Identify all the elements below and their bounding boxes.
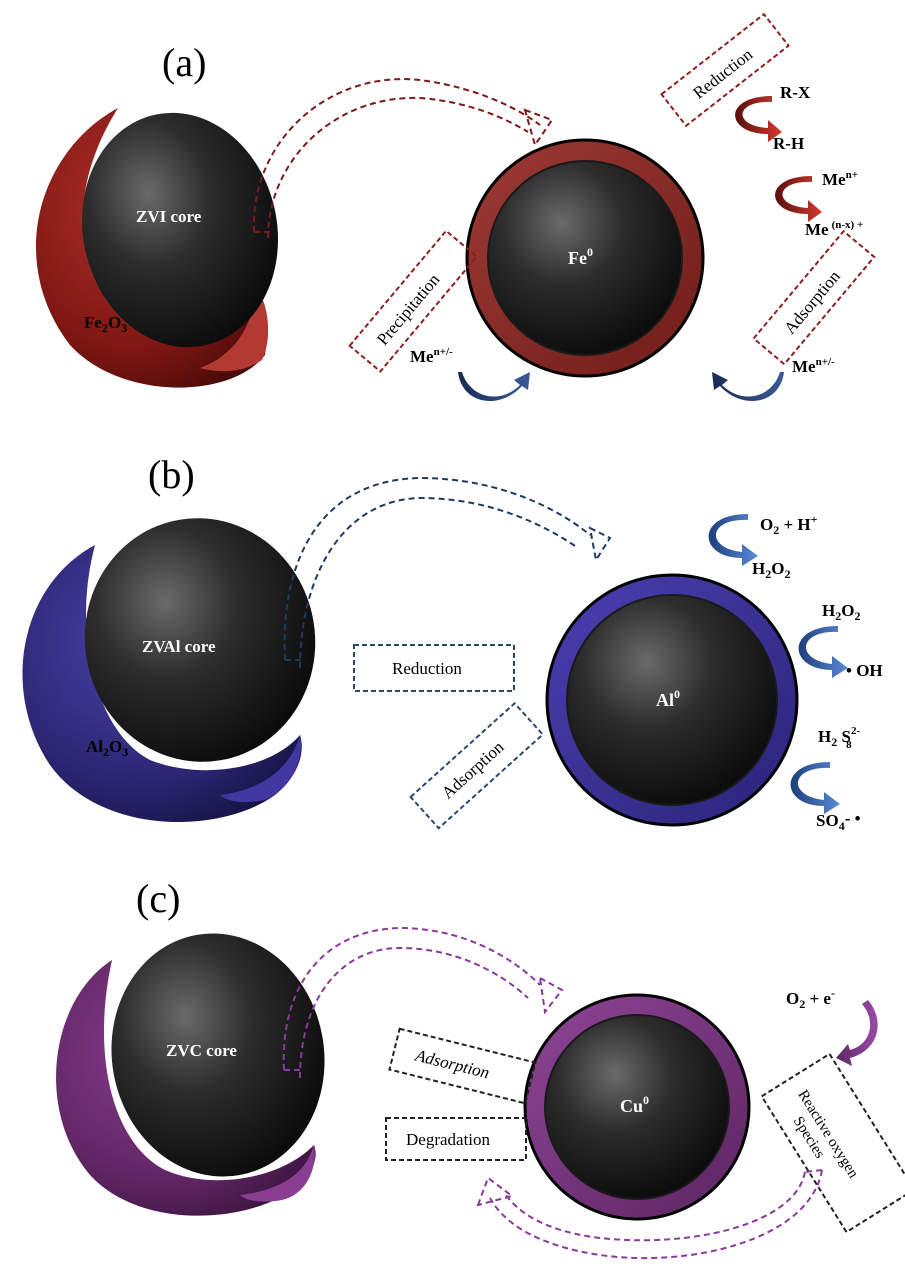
- me-out-label: Me (n-x) +: [805, 219, 863, 239]
- box-adsorption-c: Adsorption: [388, 1027, 537, 1105]
- box-reduction-b-label: Reduction: [392, 659, 462, 678]
- h2o2-curl-arrow: [798, 626, 848, 678]
- zvc-shell-rim: [240, 1145, 315, 1202]
- h2s-curl-arrow: [790, 762, 840, 814]
- panel-c-label: (c): [136, 876, 180, 921]
- zvc-core-label: ZVC core: [166, 1041, 237, 1060]
- me-left-curl-arrow: [458, 372, 530, 401]
- h2s-label: H2 S2-8: [818, 725, 860, 751]
- cu0-label: Cu0: [620, 1093, 649, 1116]
- panel-a: (a) ZVI core Fe2O3 Fe0 Reduction: [36, 12, 876, 401]
- transform-arrow-c: [282, 926, 564, 1079]
- zval-core: [84, 518, 316, 762]
- fe2o3-label: Fe2O3: [84, 313, 127, 335]
- h2o2-out-label: H2O2: [752, 559, 790, 581]
- return-arrow-c: [476, 1169, 823, 1260]
- o2-e-label: O2 + e-: [786, 986, 835, 1011]
- box-adsorption-b: Adsorption: [409, 701, 545, 830]
- zvc-shell: [56, 960, 316, 1216]
- rx-out-label: R-H: [773, 134, 804, 153]
- me-right-label: Men+/-: [792, 356, 835, 376]
- box-degradation-label: Degradation: [406, 1130, 491, 1149]
- box-reduction-b: Reduction: [353, 644, 515, 692]
- al0-core: [566, 594, 778, 806]
- al0-particle: Al0: [545, 573, 799, 827]
- box-adsorption-a: Adsorption: [752, 229, 876, 366]
- box-adsorption-b-label: Adsorption: [438, 737, 508, 803]
- zvc-core: [111, 933, 325, 1177]
- panel-b-label: (b): [148, 452, 195, 497]
- h2o2-in-label: H2O2: [822, 601, 860, 623]
- me-right-curl-arrow: [712, 372, 784, 401]
- rx-in-label: R-X: [780, 83, 811, 102]
- zval-cutaway-sphere: ZVAl core Al2O3: [22, 518, 316, 823]
- fe2o3-shell: [36, 108, 267, 388]
- me-left-label: Men+/-: [410, 346, 453, 366]
- rx-curl-arrow: [735, 96, 782, 142]
- zvc-cutaway-sphere: ZVC core: [56, 933, 325, 1216]
- box-reduction-a: Reduction: [660, 12, 790, 128]
- zvi-cutaway-sphere: ZVI core Fe2O3: [36, 108, 279, 388]
- zvi-core-label: ZVI core: [136, 207, 202, 226]
- box-degradation: Degradation: [385, 1117, 527, 1161]
- zvi-core: [81, 112, 279, 348]
- o2-h-label: O2 + H+: [760, 512, 818, 537]
- cu0-particle: Cu0: [523, 993, 751, 1221]
- fe0-core: [487, 160, 683, 356]
- zval-core-label: ZVAl core: [142, 637, 216, 656]
- so4-label: SO4- •: [816, 809, 861, 833]
- panel-a-label: (a): [162, 40, 206, 85]
- o2-e-curl-arrow: [836, 1000, 878, 1066]
- fe2o3-shell-rim: [200, 285, 269, 372]
- o2-curl-arrow: [708, 514, 758, 566]
- fe0-particle: Fe0: [465, 138, 705, 378]
- panel-b: (b) ZVAl core Al2O3 Al0 Reduction Adsorp…: [22, 452, 883, 833]
- transform-arrow-a: [252, 78, 554, 239]
- box-reduction-a-label: Reduction: [689, 44, 756, 102]
- al2o3-shell-rim: [220, 735, 301, 803]
- cu0-core: [544, 1014, 730, 1200]
- fe0-label: Fe0: [568, 245, 593, 268]
- box-adsorption-a-label: Adsorption: [780, 267, 844, 338]
- al2o3-label: Al2O3: [86, 737, 128, 759]
- me-curl-arrow: [775, 176, 822, 222]
- me-in-label: Men+: [822, 169, 858, 189]
- transform-arrow-b: [283, 476, 612, 669]
- al2o3-shell: [22, 545, 302, 823]
- al0-label: Al0: [656, 687, 680, 710]
- panel-c: (c) ZVC core Cu0 Adsorption Degradation: [56, 876, 905, 1260]
- box-adsorption-c-label: Adsorption: [413, 1045, 492, 1082]
- oh-label: • OH: [846, 661, 883, 680]
